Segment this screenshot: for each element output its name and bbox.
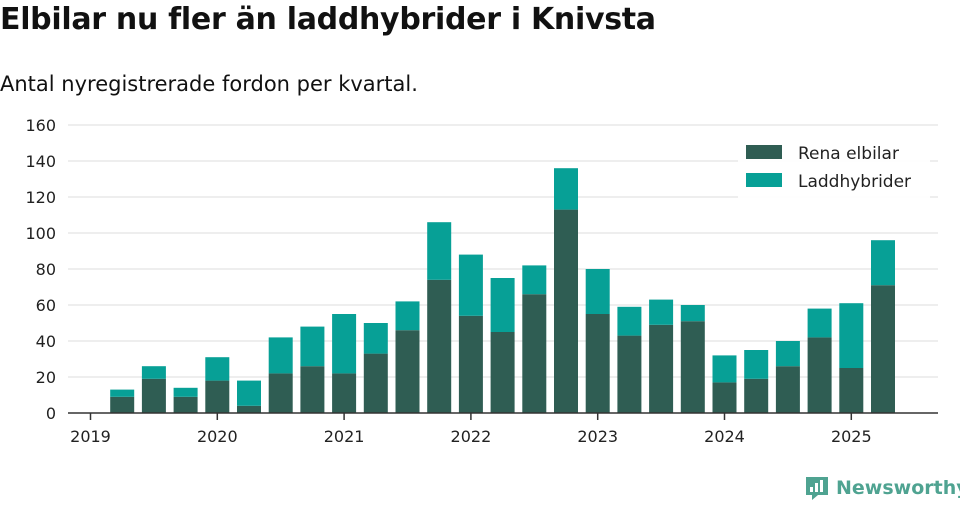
bar-laddhybrider xyxy=(522,265,547,295)
bar-rena-elbilar xyxy=(839,368,864,413)
y-tick-label: 140 xyxy=(25,152,56,171)
bar-laddhybrider xyxy=(617,306,642,336)
y-tick-label: 60 xyxy=(36,296,56,315)
bar-laddhybrider xyxy=(332,314,357,374)
bar-laddhybrider xyxy=(300,326,325,367)
legend-swatch-rena-elbilar xyxy=(746,145,782,159)
bar-laddhybrider xyxy=(680,305,705,322)
bar-laddhybrider xyxy=(744,350,769,379)
bar-laddhybrider xyxy=(110,389,135,397)
bar-rena-elbilar xyxy=(807,337,832,413)
bar-laddhybrider xyxy=(871,240,895,286)
bar-rena-elbilar xyxy=(110,396,135,413)
x-tick-label: 2025 xyxy=(831,427,872,446)
x-tick-label: 2024 xyxy=(704,427,745,446)
bar-rena-elbilar xyxy=(141,378,166,413)
y-axis-ticks: 0 20 40 60 80 100 120 140 160 xyxy=(25,116,56,423)
y-tick-label: 160 xyxy=(25,116,56,135)
chart-subtitle: Antal nyregistrerade fordon per kvartal. xyxy=(0,72,418,96)
bar-laddhybrider xyxy=(839,303,864,368)
chart-title: Elbilar nu fler än laddhybrider i Knivst… xyxy=(0,2,656,37)
bar-rena-elbilar xyxy=(522,294,547,413)
bar-laddhybrider xyxy=(490,278,515,332)
bar-laddhybrider xyxy=(363,323,388,354)
bar-laddhybrider xyxy=(649,299,674,325)
bar-rena-elbilar xyxy=(363,353,388,413)
bar-laddhybrider xyxy=(427,222,452,280)
bar-rena-elbilar xyxy=(268,373,293,413)
bar-rena-elbilar xyxy=(332,373,357,413)
x-tick-label: 2020 xyxy=(197,427,238,446)
y-tick-label: 0 xyxy=(46,404,56,423)
bar-rena-elbilar xyxy=(554,209,578,413)
y-tick-label: 40 xyxy=(36,332,56,351)
bar-rena-elbilar xyxy=(744,378,769,413)
x-tick-label: 2021 xyxy=(324,427,365,446)
legend-label-laddhybrider: Laddhybrider xyxy=(798,172,911,192)
bar-laddhybrider xyxy=(585,269,610,314)
bars xyxy=(110,168,895,413)
bar-laddhybrider xyxy=(141,366,166,379)
bar-rena-elbilar xyxy=(585,314,610,413)
bar-rena-elbilar xyxy=(458,315,483,413)
bar-rena-elbilar xyxy=(617,335,642,413)
bar-laddhybrider xyxy=(554,168,578,210)
brand-name: Newsworthy xyxy=(836,477,960,499)
newsworthy-logo: Newsworthy xyxy=(804,475,960,501)
x-axis: 2019 2020 2021 2022 2023 2024 2025 xyxy=(68,412,938,446)
bar-laddhybrider xyxy=(268,337,293,374)
bar-laddhybrider xyxy=(237,380,261,406)
bar-rena-elbilar xyxy=(300,366,325,413)
newsworthy-logo-icon xyxy=(806,477,828,500)
bar-rena-elbilar xyxy=(205,380,230,413)
x-tick-label: 2022 xyxy=(451,427,492,446)
bar-laddhybrider xyxy=(775,341,800,367)
bar-rena-elbilar xyxy=(395,330,420,413)
bar-rena-elbilar xyxy=(173,396,198,413)
bar-rena-elbilar xyxy=(871,285,895,413)
y-tick-label: 20 xyxy=(36,368,56,387)
bar-rena-elbilar xyxy=(490,332,515,413)
legend-swatch-laddhybrider xyxy=(746,173,782,187)
y-tick-label: 80 xyxy=(36,260,56,279)
bar-rena-elbilar xyxy=(712,382,737,413)
legend: Rena elbilar Laddhybrider xyxy=(738,140,930,200)
legend-label-rena-elbilar: Rena elbilar xyxy=(798,144,899,164)
bar-laddhybrider xyxy=(807,308,832,338)
bar-rena-elbilar xyxy=(237,405,261,413)
bar-laddhybrider xyxy=(173,387,198,397)
bar-rena-elbilar xyxy=(775,366,800,413)
bar-rena-elbilar xyxy=(427,279,452,413)
x-tick-label: 2023 xyxy=(577,427,618,446)
bar-laddhybrider xyxy=(395,301,420,331)
bar-laddhybrider xyxy=(458,254,483,316)
y-tick-label: 120 xyxy=(25,188,56,207)
y-tick-label: 100 xyxy=(25,224,56,243)
bar-laddhybrider xyxy=(712,355,737,383)
x-tick-label: 2019 xyxy=(70,427,111,446)
bar-laddhybrider xyxy=(205,357,230,381)
bar-rena-elbilar xyxy=(649,324,674,413)
bar-rena-elbilar xyxy=(680,321,705,413)
